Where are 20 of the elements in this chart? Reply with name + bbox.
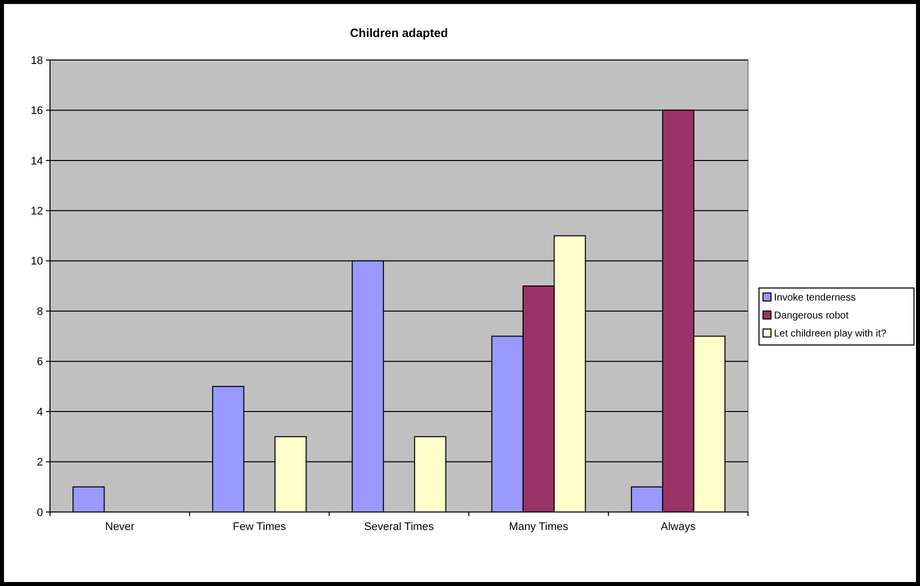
legend-label: Invoke tenderness [774,292,856,304]
y-tick-label: 10 [30,256,43,268]
y-tick-label: 6 [36,356,43,368]
y-tick-label: 16 [30,105,43,118]
x-tick-label: Few Times [232,521,286,533]
chart-title: Children adapted [350,26,448,40]
y-tick-label: 0 [36,506,43,519]
legend-label: Let childreen play with it? [774,328,887,340]
y-tick-label: 2 [36,456,43,469]
y-tick-label: 4 [36,406,43,418]
bar [72,486,105,512]
x-tick-label: Always [660,521,696,533]
x-tick-label: Several Times [364,521,434,533]
x-tick-label: Never [105,521,135,533]
y-tick-label: 18 [30,54,43,67]
y-tick-label: 14 [30,155,43,168]
x-tick-label: Many Times [508,521,569,533]
y-tick-label: 12 [30,206,43,218]
legend-label: Dangerous robot [774,310,849,322]
y-tick-label: 8 [36,306,43,318]
